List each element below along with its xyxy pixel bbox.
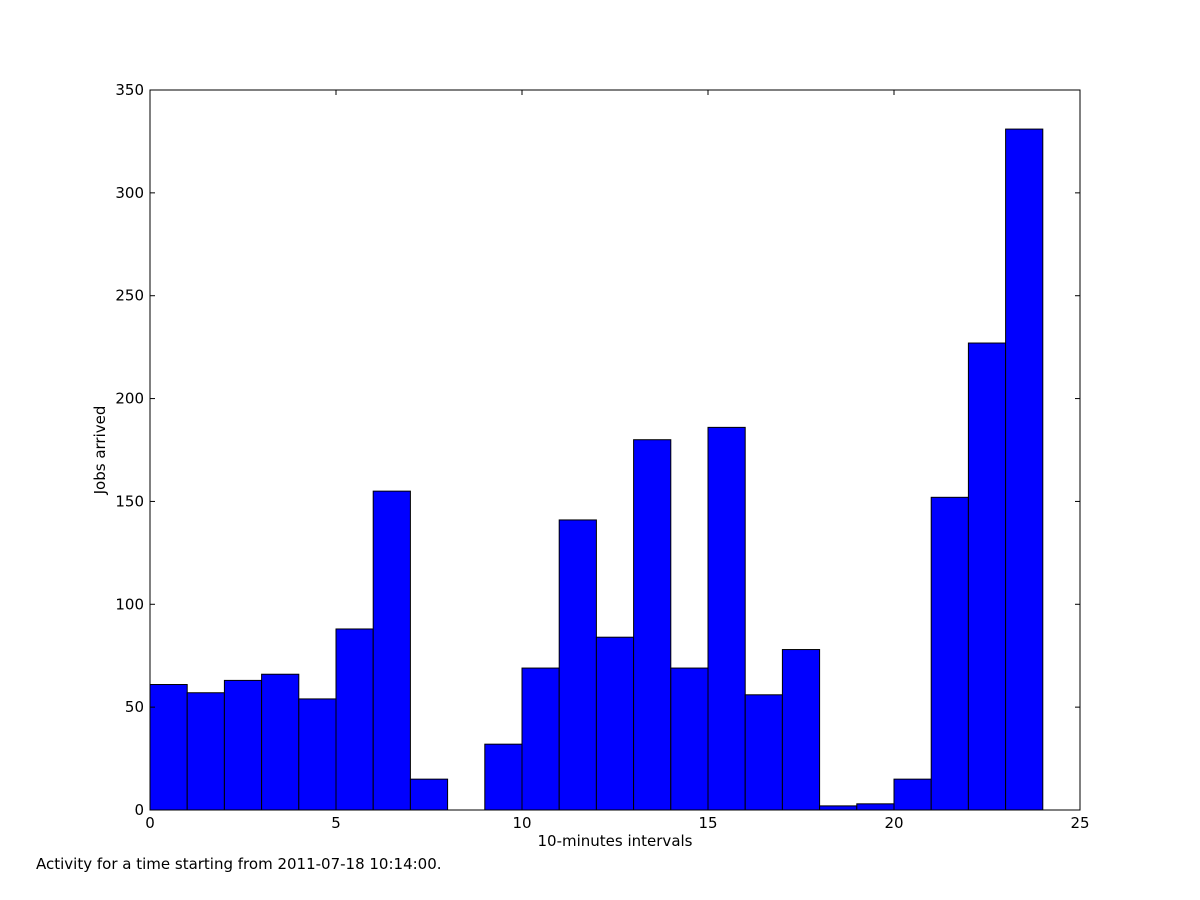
x-axis-label: 10-minutes intervals — [538, 832, 693, 850]
bar-13 — [633, 439, 672, 811]
y-axis-label: Jobs arrived — [91, 406, 109, 496]
bar-7 — [409, 778, 449, 811]
y-tick-label-7: 350 — [115, 81, 144, 99]
y-tick-label-1: 50 — [125, 698, 144, 716]
bar-14 — [670, 667, 709, 811]
bar-15 — [707, 426, 746, 811]
bar-18 — [819, 805, 858, 811]
y-tick-label-5: 250 — [115, 287, 144, 305]
y-tick-label-0: 0 — [134, 801, 144, 819]
y-tick-label-3: 150 — [115, 492, 144, 510]
x-tick-label-4: 20 — [884, 814, 903, 832]
x-tick-label-0: 0 — [145, 814, 155, 832]
bar-22 — [967, 342, 1007, 811]
chart-caption: Activity for a time starting from 2011-0… — [36, 855, 442, 873]
y-tick-label-4: 200 — [115, 390, 144, 408]
bar-0 — [149, 684, 188, 811]
bar-19 — [856, 803, 895, 811]
bar-4 — [298, 698, 337, 811]
bars-group — [149, 128, 1044, 811]
bar-9 — [484, 743, 523, 811]
bar-16 — [744, 694, 783, 811]
bar-20 — [893, 778, 932, 811]
bar-11 — [558, 519, 597, 811]
bar-23 — [1005, 128, 1044, 811]
x-tick-label-5: 25 — [1070, 814, 1089, 832]
bar-2 — [223, 679, 263, 811]
bar-1 — [186, 692, 225, 811]
bar-5 — [335, 628, 374, 811]
plot-frame — [149, 89, 1081, 811]
bar-12 — [595, 636, 635, 811]
y-tick-label-2: 100 — [115, 595, 144, 613]
x-tick-label-1: 5 — [331, 814, 341, 832]
x-tick-label-2: 10 — [512, 814, 531, 832]
bar-17 — [781, 649, 821, 811]
bar-21 — [930, 496, 969, 811]
bar-3 — [261, 673, 300, 811]
x-tick-label-3: 15 — [698, 814, 717, 832]
bar-10 — [521, 667, 560, 811]
bar-6 — [372, 490, 411, 811]
y-tick-label-6: 300 — [115, 184, 144, 202]
